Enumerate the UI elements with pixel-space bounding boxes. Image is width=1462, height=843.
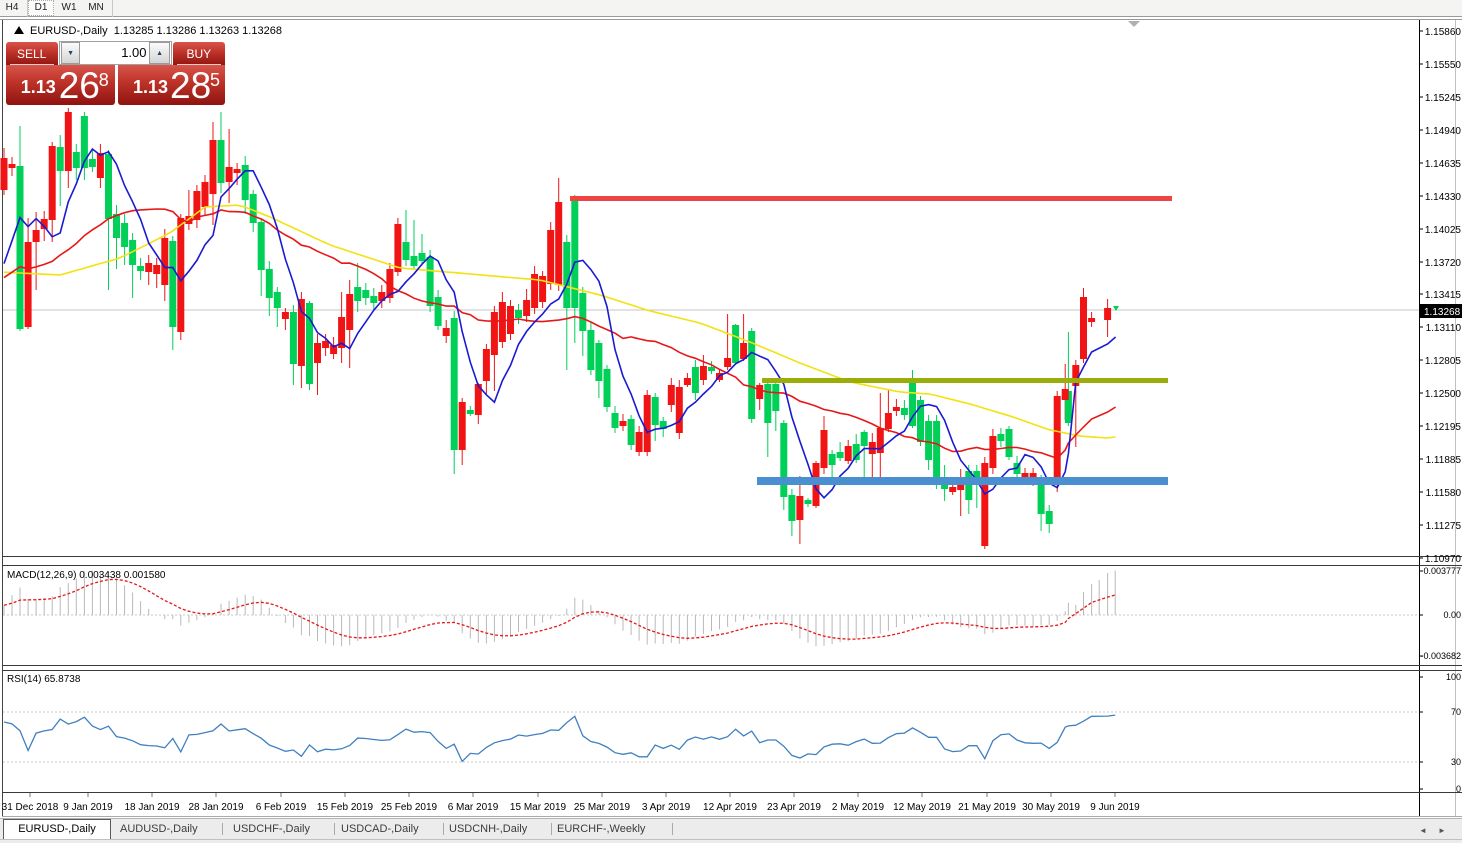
svg-text:1.13415: 1.13415 (1425, 290, 1462, 301)
svg-text:1.12805: 1.12805 (1425, 356, 1462, 367)
svg-text:30: 30 (1451, 757, 1461, 767)
svg-text:1.14025: 1.14025 (1425, 225, 1462, 236)
svg-text:1.14940: 1.14940 (1425, 126, 1462, 137)
svg-text:0: 0 (1456, 784, 1461, 794)
svg-text:1.12195: 1.12195 (1425, 422, 1462, 433)
svg-text:25 Feb 2019: 25 Feb 2019 (381, 802, 438, 813)
svg-text:1.13720: 1.13720 (1425, 258, 1462, 269)
svg-text:9 Jun 2019: 9 Jun 2019 (1090, 802, 1140, 813)
svg-text:1.15245: 1.15245 (1425, 93, 1462, 104)
svg-text:0.00: 0.00 (1443, 610, 1461, 620)
svg-text:30 May 2019: 30 May 2019 (1022, 802, 1080, 813)
svg-text:1.13268: 1.13268 (1424, 307, 1461, 318)
svg-text:100: 100 (1446, 672, 1461, 682)
svg-text:6 Feb 2019: 6 Feb 2019 (256, 802, 307, 813)
svg-text:1.10970: 1.10970 (1425, 554, 1462, 565)
svg-text:28 Jan 2019: 28 Jan 2019 (188, 802, 243, 813)
svg-text:0.003777: 0.003777 (1423, 566, 1461, 576)
svg-text:18 Jan 2019: 18 Jan 2019 (124, 802, 179, 813)
svg-text:6 Mar 2019: 6 Mar 2019 (448, 802, 499, 813)
svg-text:1.15550: 1.15550 (1425, 60, 1462, 71)
svg-text:15 Feb 2019: 15 Feb 2019 (317, 802, 374, 813)
svg-text:21 May 2019: 21 May 2019 (958, 802, 1016, 813)
svg-text:1.14330: 1.14330 (1425, 192, 1462, 203)
svg-text:MACD(12,26,9) 0.003438 0.00158: MACD(12,26,9) 0.003438 0.001580 (7, 570, 166, 581)
svg-text:12 Apr 2019: 12 Apr 2019 (703, 802, 757, 813)
svg-text:25 Mar 2019: 25 Mar 2019 (574, 802, 631, 813)
svg-text:-0.003682: -0.003682 (1420, 651, 1461, 661)
svg-text:31 Dec 2018: 31 Dec 2018 (2, 802, 59, 813)
svg-text:15 Mar 2019: 15 Mar 2019 (510, 802, 567, 813)
svg-text:1.11580: 1.11580 (1426, 488, 1462, 499)
svg-text:1.12500: 1.12500 (1425, 389, 1462, 400)
svg-text:23 Apr 2019: 23 Apr 2019 (767, 802, 821, 813)
svg-text:1.14635: 1.14635 (1425, 159, 1462, 170)
svg-text:1.15860: 1.15860 (1425, 27, 1462, 38)
svg-text:2 May 2019: 2 May 2019 (832, 802, 885, 813)
svg-text:1.11885: 1.11885 (1426, 455, 1462, 466)
svg-text:1.11275: 1.11275 (1426, 521, 1462, 532)
svg-text:RSI(14) 65.8738: RSI(14) 65.8738 (7, 674, 81, 685)
svg-text:70: 70 (1451, 707, 1461, 717)
svg-text:9 Jan 2019: 9 Jan 2019 (63, 802, 113, 813)
svg-text:1.13110: 1.13110 (1426, 323, 1462, 334)
svg-text:12 May 2019: 12 May 2019 (893, 802, 951, 813)
svg-text:3 Apr 2019: 3 Apr 2019 (642, 802, 691, 813)
